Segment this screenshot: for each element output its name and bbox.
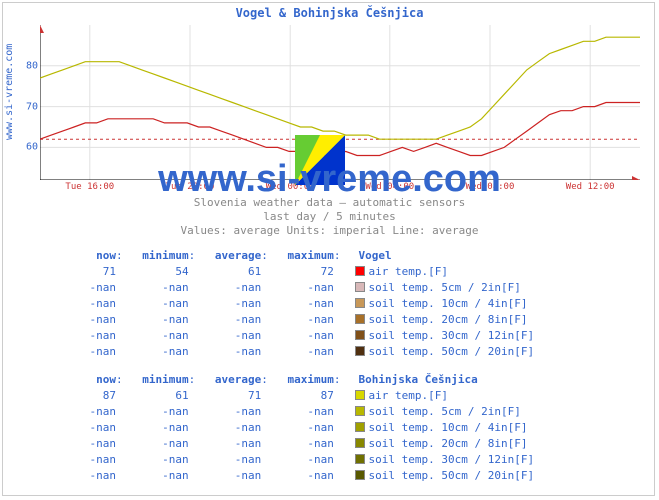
series-label: soil temp. 30cm / 12in[F]: [369, 328, 535, 344]
series-label: soil temp. 30cm / 12in[F]: [369, 452, 535, 468]
series-label: soil temp. 10cm / 4in[F]: [369, 296, 528, 312]
series-label: soil temp. 5cm / 2in[F]: [369, 280, 521, 296]
series-label: soil temp. 5cm / 2in[F]: [369, 404, 521, 420]
caption-line-2: Values: average Units: imperial Line: av…: [0, 224, 659, 237]
series-swatch: [355, 406, 365, 416]
series-label: soil temp. 20cm / 8in[F]: [369, 312, 528, 328]
series-swatch: [355, 282, 365, 292]
series-label: air temp.[F]: [369, 264, 448, 280]
table-row: -nan -nan -nan -nan soil temp. 50cm / 20…: [60, 468, 534, 484]
station-name: Bohinjska Češnjica: [359, 372, 478, 388]
series-swatch: [355, 298, 365, 308]
series-swatch: [355, 390, 365, 400]
x-tick-label: Tue 20:00: [166, 182, 215, 192]
table-row: -nan -nan -nan -nan soil temp. 10cm / 4i…: [60, 296, 534, 312]
series-swatch: [355, 470, 365, 480]
table-row: 71 54 61 72 air temp.[F]: [60, 264, 534, 280]
series-label: soil temp. 50cm / 20in[F]: [369, 468, 535, 484]
x-tick-label: Tue 16:00: [65, 182, 114, 192]
chart-title: Vogel & Bohinjska Češnjica: [0, 6, 659, 20]
data-table-bohinjska: now:minimum:average:maximum:Bohinjska Če…: [60, 372, 534, 484]
series-swatch: [355, 422, 365, 432]
data-table-vogel: now:minimum:average:maximum:Vogel71 54 6…: [60, 248, 534, 360]
table-row: -nan -nan -nan -nan soil temp. 10cm / 4i…: [60, 420, 534, 436]
line-chart: [40, 25, 640, 180]
table-row: -nan -nan -nan -nan soil temp. 50cm / 20…: [60, 344, 534, 360]
caption-line-1: Slovenia weather data – automatic sensor…: [0, 196, 659, 209]
table-row: -nan -nan -nan -nan soil temp. 20cm / 8i…: [60, 436, 534, 452]
series-swatch: [355, 454, 365, 464]
x-tick-label: Wed 04:00: [365, 182, 414, 192]
x-tick-label: Wed 08:00: [466, 182, 515, 192]
series-label: soil temp. 20cm / 8in[F]: [369, 436, 528, 452]
series-swatch: [355, 266, 365, 276]
x-tick-label: Wed 00:00: [266, 182, 315, 192]
series-swatch: [355, 314, 365, 324]
table-row: -nan -nan -nan -nan soil temp. 20cm / 8i…: [60, 312, 534, 328]
y-tick-label: 70: [26, 101, 38, 112]
series-label: soil temp. 10cm / 4in[F]: [369, 420, 528, 436]
series-swatch: [355, 346, 365, 356]
series-swatch: [355, 330, 365, 340]
table-row: -nan -nan -nan -nan soil temp. 5cm / 2in…: [60, 404, 534, 420]
y-tick-label: 80: [26, 60, 38, 71]
caption-line-1b: last day / 5 minutes: [0, 210, 659, 223]
table-row: -nan -nan -nan -nan soil temp. 5cm / 2in…: [60, 280, 534, 296]
source-link[interactable]: www.si-vreme.com: [4, 44, 15, 140]
x-axis-labels: Tue 16:00 Tue 20:00 Wed 00:00 Wed 04:00 Wed …: [40, 182, 640, 196]
station-name: Vogel: [359, 248, 392, 264]
table-row: 87 61 71 87 air temp.[F]: [60, 388, 534, 404]
series-swatch: [355, 438, 365, 448]
series-label: soil temp. 50cm / 20in[F]: [369, 344, 535, 360]
series-label: air temp.[F]: [369, 388, 448, 404]
y-axis-labels: 60 70 80: [16, 25, 38, 180]
y-tick-label: 60: [26, 142, 38, 153]
x-tick-label: Wed 12:00: [566, 182, 615, 192]
table-row: -nan -nan -nan -nan soil temp. 30cm / 12…: [60, 452, 534, 468]
table-header: now:minimum:average:maximum:Bohinjska Če…: [60, 372, 534, 388]
table-row: -nan -nan -nan -nan soil temp. 30cm / 12…: [60, 328, 534, 344]
table-header: now:minimum:average:maximum:Vogel: [60, 248, 534, 264]
